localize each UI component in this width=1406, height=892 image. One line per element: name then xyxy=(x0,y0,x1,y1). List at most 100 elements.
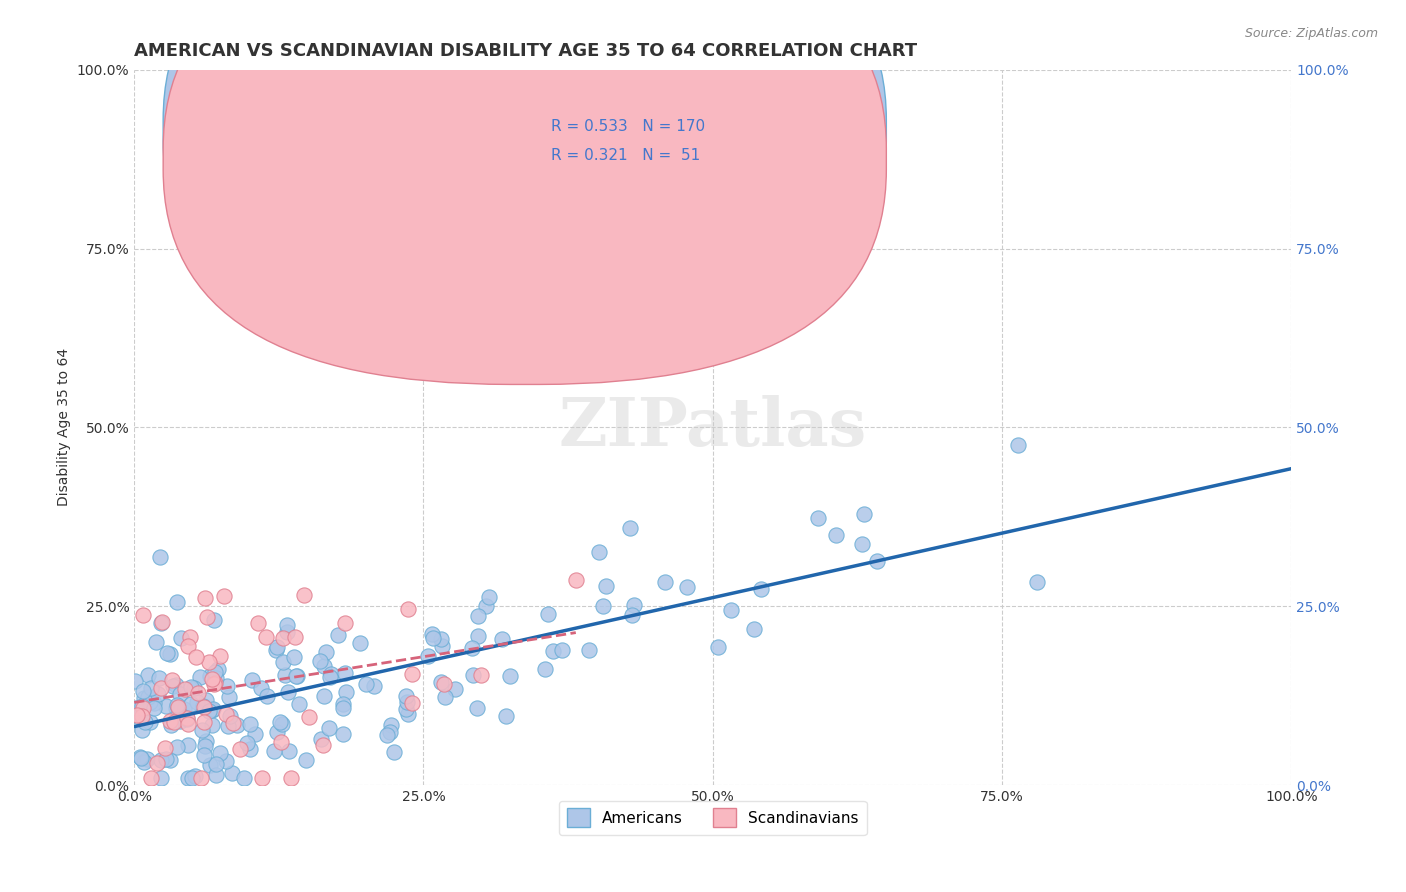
Scandinavians xyxy=(201,672,224,686)
Americans xyxy=(169,714,191,728)
Americans xyxy=(256,689,278,703)
Scandinavians xyxy=(250,771,273,785)
Americans xyxy=(160,718,183,732)
Americans xyxy=(193,747,215,762)
Scandinavians xyxy=(401,667,423,681)
Americans xyxy=(434,690,457,705)
Americans xyxy=(180,680,202,694)
Americans xyxy=(620,608,643,623)
Americans xyxy=(1026,574,1049,589)
Americans xyxy=(349,636,371,650)
Americans xyxy=(124,701,146,715)
Americans xyxy=(186,696,208,710)
Americans xyxy=(191,723,214,737)
Scandinavians xyxy=(194,591,217,605)
Americans xyxy=(217,719,239,733)
Americans xyxy=(356,677,378,691)
Americans xyxy=(194,739,217,754)
Americans xyxy=(198,669,221,683)
Americans xyxy=(150,753,173,767)
Scandinavians xyxy=(212,589,235,603)
Americans xyxy=(177,738,200,752)
Text: R = 0.321   N =  51: R = 0.321 N = 51 xyxy=(551,148,700,163)
Americans xyxy=(430,632,453,647)
Americans xyxy=(416,649,439,664)
Americans xyxy=(654,575,676,590)
Americans xyxy=(550,642,572,657)
Americans xyxy=(202,613,225,627)
Scandinavians xyxy=(292,588,315,602)
Americans xyxy=(176,712,198,726)
Americans xyxy=(295,753,318,767)
Americans xyxy=(139,714,162,729)
Americans xyxy=(398,707,420,722)
Americans xyxy=(204,756,226,771)
Americans xyxy=(749,582,772,597)
Americans xyxy=(208,746,231,760)
Americans xyxy=(132,755,155,769)
Americans xyxy=(588,544,610,558)
Text: Source: ZipAtlas.com: Source: ZipAtlas.com xyxy=(1244,27,1378,40)
Scandinavians xyxy=(184,649,207,664)
Americans xyxy=(132,684,155,698)
Americans xyxy=(180,697,202,711)
Americans xyxy=(707,640,730,655)
Americans xyxy=(136,668,159,682)
Scandinavians xyxy=(187,686,209,700)
Americans xyxy=(852,507,875,521)
Text: ZIPatlas: ZIPatlas xyxy=(558,395,868,460)
Americans xyxy=(250,681,273,695)
Americans xyxy=(380,718,402,732)
Legend: Americans, Scandinavians: Americans, Scandinavians xyxy=(560,801,866,835)
Americans xyxy=(326,628,349,642)
Scandinavians xyxy=(162,715,184,730)
Scandinavians xyxy=(160,673,183,688)
Americans xyxy=(239,716,262,731)
Americans xyxy=(239,742,262,756)
Americans xyxy=(201,702,224,716)
Americans xyxy=(135,752,157,766)
Scandinavians xyxy=(247,616,270,631)
Americans xyxy=(318,721,340,735)
Americans xyxy=(139,695,162,709)
Scandinavians xyxy=(221,716,243,731)
Scandinavians xyxy=(333,616,356,631)
Americans xyxy=(465,700,488,714)
Scandinavians xyxy=(127,708,149,723)
FancyBboxPatch shape xyxy=(163,0,886,356)
Americans xyxy=(395,702,418,716)
Americans xyxy=(807,511,830,525)
Americans xyxy=(333,665,356,680)
Americans xyxy=(332,701,354,715)
Americans xyxy=(131,723,153,737)
Scandinavians xyxy=(433,677,456,691)
Americans xyxy=(146,687,169,701)
Americans xyxy=(283,649,305,664)
Americans xyxy=(264,643,287,657)
Americans xyxy=(467,629,489,643)
Americans xyxy=(124,674,146,689)
Americans xyxy=(139,681,162,695)
Americans xyxy=(467,609,489,624)
Americans xyxy=(169,631,191,645)
Americans xyxy=(201,717,224,731)
Americans xyxy=(309,654,332,668)
Americans xyxy=(1007,438,1029,452)
Americans xyxy=(269,715,291,730)
Americans xyxy=(430,674,453,689)
Americans xyxy=(166,698,188,713)
Scandinavians xyxy=(190,771,212,785)
Americans xyxy=(363,680,385,694)
Scandinavians xyxy=(193,700,215,714)
Americans xyxy=(499,669,522,683)
Americans xyxy=(235,736,257,750)
Americans xyxy=(278,744,301,758)
Americans xyxy=(319,670,342,684)
Americans xyxy=(273,668,295,682)
Americans xyxy=(169,687,191,701)
Americans xyxy=(619,521,641,535)
Americans xyxy=(533,662,555,676)
Americans xyxy=(225,718,247,732)
Americans xyxy=(243,727,266,741)
Scandinavians xyxy=(150,615,173,629)
